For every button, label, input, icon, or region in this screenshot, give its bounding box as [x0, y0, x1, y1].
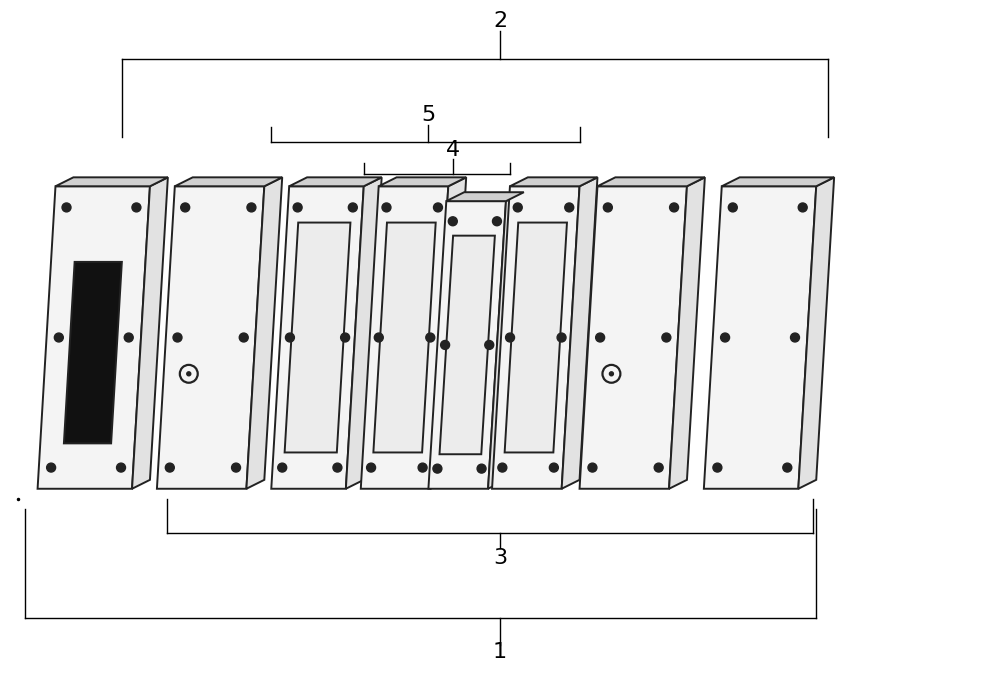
Polygon shape [430, 177, 466, 489]
Circle shape [54, 333, 63, 342]
Circle shape [247, 203, 256, 212]
Polygon shape [373, 223, 436, 452]
Polygon shape [157, 186, 264, 489]
Circle shape [477, 464, 486, 473]
Polygon shape [271, 186, 364, 489]
Circle shape [47, 463, 56, 472]
Circle shape [721, 333, 730, 342]
Polygon shape [38, 186, 150, 489]
Circle shape [485, 341, 494, 349]
Circle shape [433, 464, 442, 473]
Circle shape [239, 333, 248, 342]
Circle shape [783, 463, 792, 472]
Circle shape [791, 333, 799, 342]
Circle shape [441, 341, 450, 349]
Text: 3: 3 [493, 548, 507, 568]
Circle shape [117, 463, 126, 472]
Circle shape [670, 203, 679, 212]
Circle shape [448, 217, 457, 225]
Polygon shape [669, 177, 705, 489]
Circle shape [434, 203, 442, 212]
Polygon shape [505, 223, 567, 452]
Polygon shape [285, 223, 350, 452]
Text: 2: 2 [493, 11, 507, 30]
Circle shape [426, 333, 435, 342]
Circle shape [374, 333, 383, 342]
Text: 1: 1 [493, 642, 507, 662]
Circle shape [348, 203, 357, 212]
Circle shape [278, 463, 287, 472]
Circle shape [333, 463, 342, 472]
Circle shape [367, 463, 376, 472]
Polygon shape [346, 177, 382, 489]
Circle shape [513, 203, 522, 212]
Circle shape [506, 333, 515, 342]
Circle shape [713, 463, 722, 472]
Circle shape [173, 333, 182, 342]
Polygon shape [439, 236, 495, 454]
Circle shape [124, 333, 133, 342]
Polygon shape [704, 186, 816, 489]
Polygon shape [562, 177, 597, 489]
Circle shape [596, 333, 605, 342]
Polygon shape [580, 186, 687, 489]
Polygon shape [246, 177, 282, 489]
Polygon shape [488, 192, 524, 489]
Circle shape [798, 203, 807, 212]
Circle shape [565, 203, 574, 212]
Circle shape [341, 333, 350, 342]
Circle shape [285, 333, 294, 342]
Polygon shape [361, 186, 448, 489]
Polygon shape [597, 177, 705, 186]
Text: 4: 4 [446, 139, 460, 160]
Polygon shape [289, 177, 382, 186]
Circle shape [418, 463, 427, 472]
Circle shape [588, 463, 597, 472]
Circle shape [654, 463, 663, 472]
Circle shape [382, 203, 391, 212]
Circle shape [293, 203, 302, 212]
Polygon shape [510, 177, 597, 186]
Circle shape [549, 463, 558, 472]
Circle shape [492, 217, 501, 225]
Circle shape [728, 203, 737, 212]
Polygon shape [722, 177, 834, 186]
Circle shape [132, 203, 141, 212]
Polygon shape [132, 177, 168, 489]
Circle shape [232, 463, 241, 472]
Circle shape [181, 203, 190, 212]
Polygon shape [64, 262, 122, 443]
Polygon shape [428, 201, 506, 489]
Text: 5: 5 [421, 105, 436, 125]
Circle shape [603, 203, 612, 212]
Polygon shape [175, 177, 282, 186]
Circle shape [187, 372, 191, 376]
Circle shape [498, 463, 507, 472]
Polygon shape [55, 177, 168, 186]
Circle shape [165, 463, 174, 472]
Circle shape [557, 333, 566, 342]
Circle shape [62, 203, 71, 212]
Polygon shape [379, 177, 466, 186]
Circle shape [662, 333, 671, 342]
Polygon shape [492, 186, 580, 489]
Polygon shape [446, 192, 524, 201]
Polygon shape [798, 177, 834, 489]
Circle shape [609, 372, 613, 376]
